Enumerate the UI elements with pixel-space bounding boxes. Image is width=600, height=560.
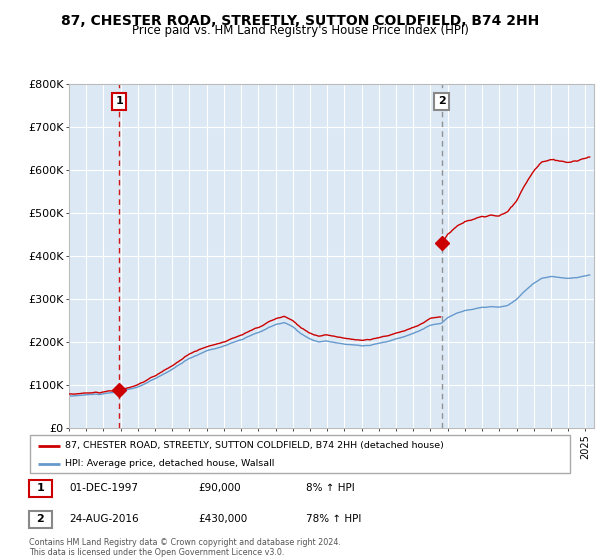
Text: 2: 2 <box>37 514 44 524</box>
Text: 87, CHESTER ROAD, STREETLY, SUTTON COLDFIELD, B74 2HH (detached house): 87, CHESTER ROAD, STREETLY, SUTTON COLDF… <box>65 441 444 450</box>
FancyBboxPatch shape <box>30 435 570 473</box>
FancyBboxPatch shape <box>29 480 52 497</box>
Text: £90,000: £90,000 <box>198 483 241 493</box>
Text: Price paid vs. HM Land Registry's House Price Index (HPI): Price paid vs. HM Land Registry's House … <box>131 24 469 37</box>
Text: 8% ↑ HPI: 8% ↑ HPI <box>306 483 355 493</box>
Text: 01-DEC-1997: 01-DEC-1997 <box>69 483 138 493</box>
Text: £430,000: £430,000 <box>198 514 247 524</box>
Text: HPI: Average price, detached house, Walsall: HPI: Average price, detached house, Wals… <box>65 459 274 468</box>
Text: 87, CHESTER ROAD, STREETLY, SUTTON COLDFIELD, B74 2HH: 87, CHESTER ROAD, STREETLY, SUTTON COLDF… <box>61 14 539 28</box>
FancyBboxPatch shape <box>29 511 52 528</box>
Text: 78% ↑ HPI: 78% ↑ HPI <box>306 514 361 524</box>
Text: 1: 1 <box>115 96 123 106</box>
Text: 1: 1 <box>37 483 44 493</box>
Text: 2: 2 <box>438 96 445 106</box>
Text: 24-AUG-2016: 24-AUG-2016 <box>69 514 139 524</box>
Text: Contains HM Land Registry data © Crown copyright and database right 2024.
This d: Contains HM Land Registry data © Crown c… <box>29 538 341 557</box>
